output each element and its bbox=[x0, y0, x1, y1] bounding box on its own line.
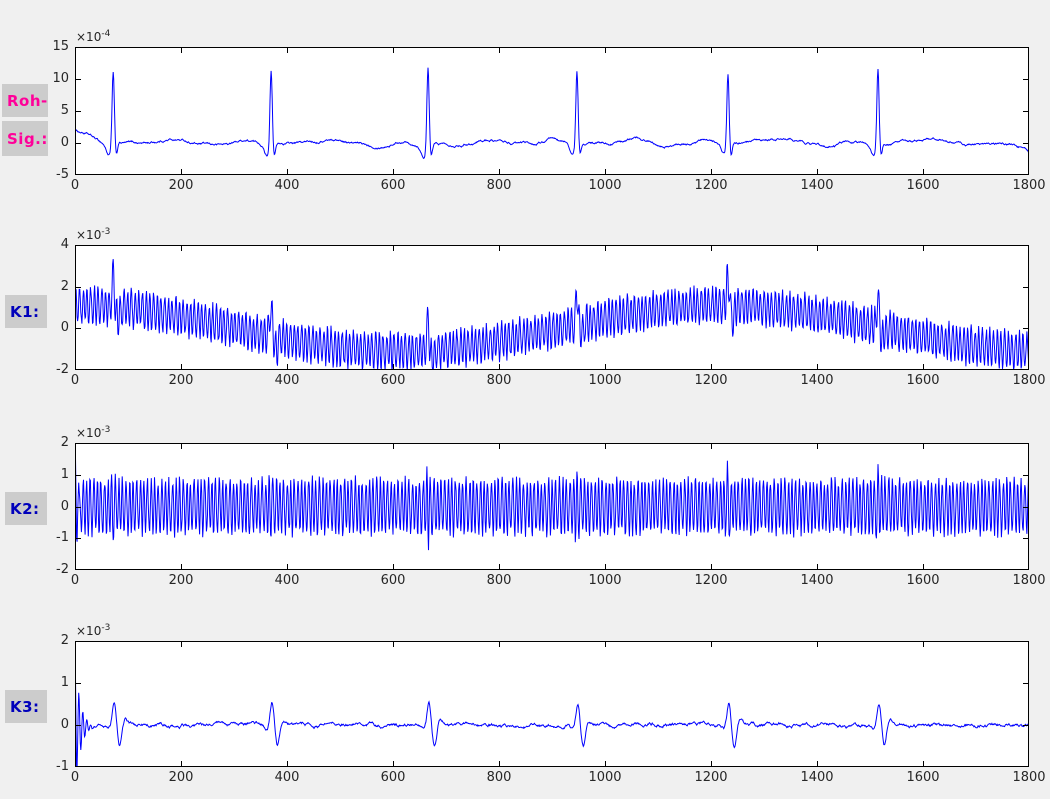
plot-k2 bbox=[75, 443, 1029, 570]
x-tick-label-roh: 200 bbox=[168, 178, 194, 193]
plot-roh bbox=[75, 47, 1029, 175]
axes-box-roh bbox=[75, 47, 1029, 175]
signal-line-k1 bbox=[75, 259, 1029, 370]
y-axis-exponent-k3: ×10-3 bbox=[76, 623, 111, 638]
x-tick-label-roh: 400 bbox=[274, 178, 300, 193]
x-tick-label-k2: 1600 bbox=[906, 573, 940, 588]
y-tick-label-roh: -5 bbox=[56, 167, 69, 182]
x-tick-label-k3: 1600 bbox=[906, 770, 940, 785]
signal-label-k3: K3: bbox=[5, 690, 47, 723]
y-tick-label-k1: 0 bbox=[60, 320, 69, 336]
x-tick-label-k2: 1800 bbox=[1012, 573, 1046, 588]
x-tick-label-roh: 600 bbox=[380, 178, 406, 193]
x-tick-label-k1: 200 bbox=[168, 373, 194, 388]
y-tick-label-k1: 2 bbox=[60, 278, 69, 294]
y-tick-label-k2: 1 bbox=[60, 466, 69, 482]
x-tick-label-k3: 800 bbox=[486, 770, 512, 785]
y-tick-label-k3: 2 bbox=[60, 633, 69, 648]
x-tick-label-roh: 800 bbox=[486, 178, 512, 193]
x-tick-label-k1: 800 bbox=[486, 373, 512, 388]
y-tick-label-k3: -1 bbox=[56, 759, 69, 774]
x-tick-label-k1: 1400 bbox=[800, 373, 834, 388]
y-tick-label-k2: -1 bbox=[56, 530, 69, 546]
signal-label-k2-text: K2: bbox=[10, 499, 40, 518]
x-tick-label-k3: 1400 bbox=[800, 770, 834, 785]
y-tick-label-roh: 15 bbox=[52, 39, 69, 54]
y-tick-label-roh: 0 bbox=[60, 135, 69, 150]
x-tick-label-k1: 1200 bbox=[694, 373, 728, 388]
x-tick-label-roh: 1000 bbox=[588, 178, 622, 193]
x-tick-label-k2: 1200 bbox=[694, 573, 728, 588]
x-tick-label-roh: 1200 bbox=[694, 178, 728, 193]
y-tick-label-k3: 1 bbox=[60, 675, 69, 690]
plot-area-k1 bbox=[75, 245, 1029, 370]
x-tick-label-k1: 1800 bbox=[1012, 373, 1046, 388]
signal-line-k2 bbox=[75, 446, 1029, 551]
signal-line-k3 bbox=[75, 646, 1029, 767]
x-tick-label-k2: 600 bbox=[380, 573, 406, 588]
x-tick-label-k3: 1000 bbox=[588, 770, 622, 785]
signal-label-k1-text: K1: bbox=[10, 302, 40, 321]
plot-k3 bbox=[75, 641, 1029, 767]
x-tick-label-k2: 1400 bbox=[800, 573, 834, 588]
x-tick-label-k3: 1200 bbox=[694, 770, 728, 785]
signal-label-roh-text: Roh- bbox=[7, 91, 48, 110]
x-tick-label-k1: 1600 bbox=[906, 373, 940, 388]
x-tick-label-k2: 800 bbox=[486, 573, 512, 588]
x-tick-label-roh: 1400 bbox=[800, 178, 834, 193]
signal-label-sig: Sig.: bbox=[2, 121, 48, 156]
x-tick-label-k2: 1000 bbox=[588, 573, 622, 588]
x-tick-label-k1: 400 bbox=[274, 373, 300, 388]
signal-label-roh: Roh- bbox=[2, 84, 48, 117]
axes-box-k2 bbox=[75, 443, 1029, 570]
x-tick-label-k3: 400 bbox=[274, 770, 300, 785]
x-tick-label-k1: 1000 bbox=[588, 373, 622, 388]
x-tick-label-k2: 0 bbox=[70, 573, 80, 588]
x-tick-label-k3: 1800 bbox=[1012, 770, 1046, 785]
x-tick-label-roh: 1800 bbox=[1012, 178, 1046, 193]
y-tick-label-k2: 0 bbox=[60, 498, 69, 514]
plot-k1 bbox=[75, 245, 1029, 370]
x-tick-label-roh: 1600 bbox=[906, 178, 940, 193]
signal-label-sig-text: Sig.: bbox=[7, 129, 48, 148]
y-axis-exponent-k1: ×10-3 bbox=[76, 227, 111, 242]
plot-area-roh bbox=[75, 47, 1029, 175]
axes-box-k1 bbox=[75, 245, 1029, 370]
y-tick-label-roh: 5 bbox=[60, 103, 69, 118]
x-tick-label-k2: 200 bbox=[168, 573, 194, 588]
x-tick-label-roh: 0 bbox=[70, 178, 80, 193]
y-tick-label-k2: 2 bbox=[60, 435, 69, 450]
x-tick-label-k1: 600 bbox=[380, 373, 406, 388]
y-axis-exponent-roh: ×10-4 bbox=[76, 29, 111, 44]
y-tick-label-k3: 0 bbox=[60, 717, 69, 732]
y-tick-label-k2: -2 bbox=[56, 562, 69, 577]
signal-label-k3-text: K3: bbox=[10, 697, 40, 716]
x-tick-label-k1: 0 bbox=[70, 373, 80, 388]
x-tick-label-k3: 0 bbox=[70, 770, 80, 785]
plot-area-k3 bbox=[75, 641, 1029, 767]
y-tick-label-roh: 10 bbox=[52, 71, 69, 86]
x-tick-label-k3: 200 bbox=[168, 770, 194, 785]
x-tick-label-k3: 600 bbox=[380, 770, 406, 785]
signal-line-roh bbox=[75, 67, 1029, 160]
axes-box-k3 bbox=[75, 641, 1029, 767]
y-axis-exponent-k2: ×10-3 bbox=[76, 425, 111, 440]
y-tick-label-k1: 4 bbox=[60, 237, 69, 252]
x-tick-label-k2: 400 bbox=[274, 573, 300, 588]
signal-label-k2: K2: bbox=[5, 492, 47, 525]
y-tick-label-k1: -2 bbox=[56, 362, 69, 377]
signal-label-k1: K1: bbox=[5, 295, 47, 328]
